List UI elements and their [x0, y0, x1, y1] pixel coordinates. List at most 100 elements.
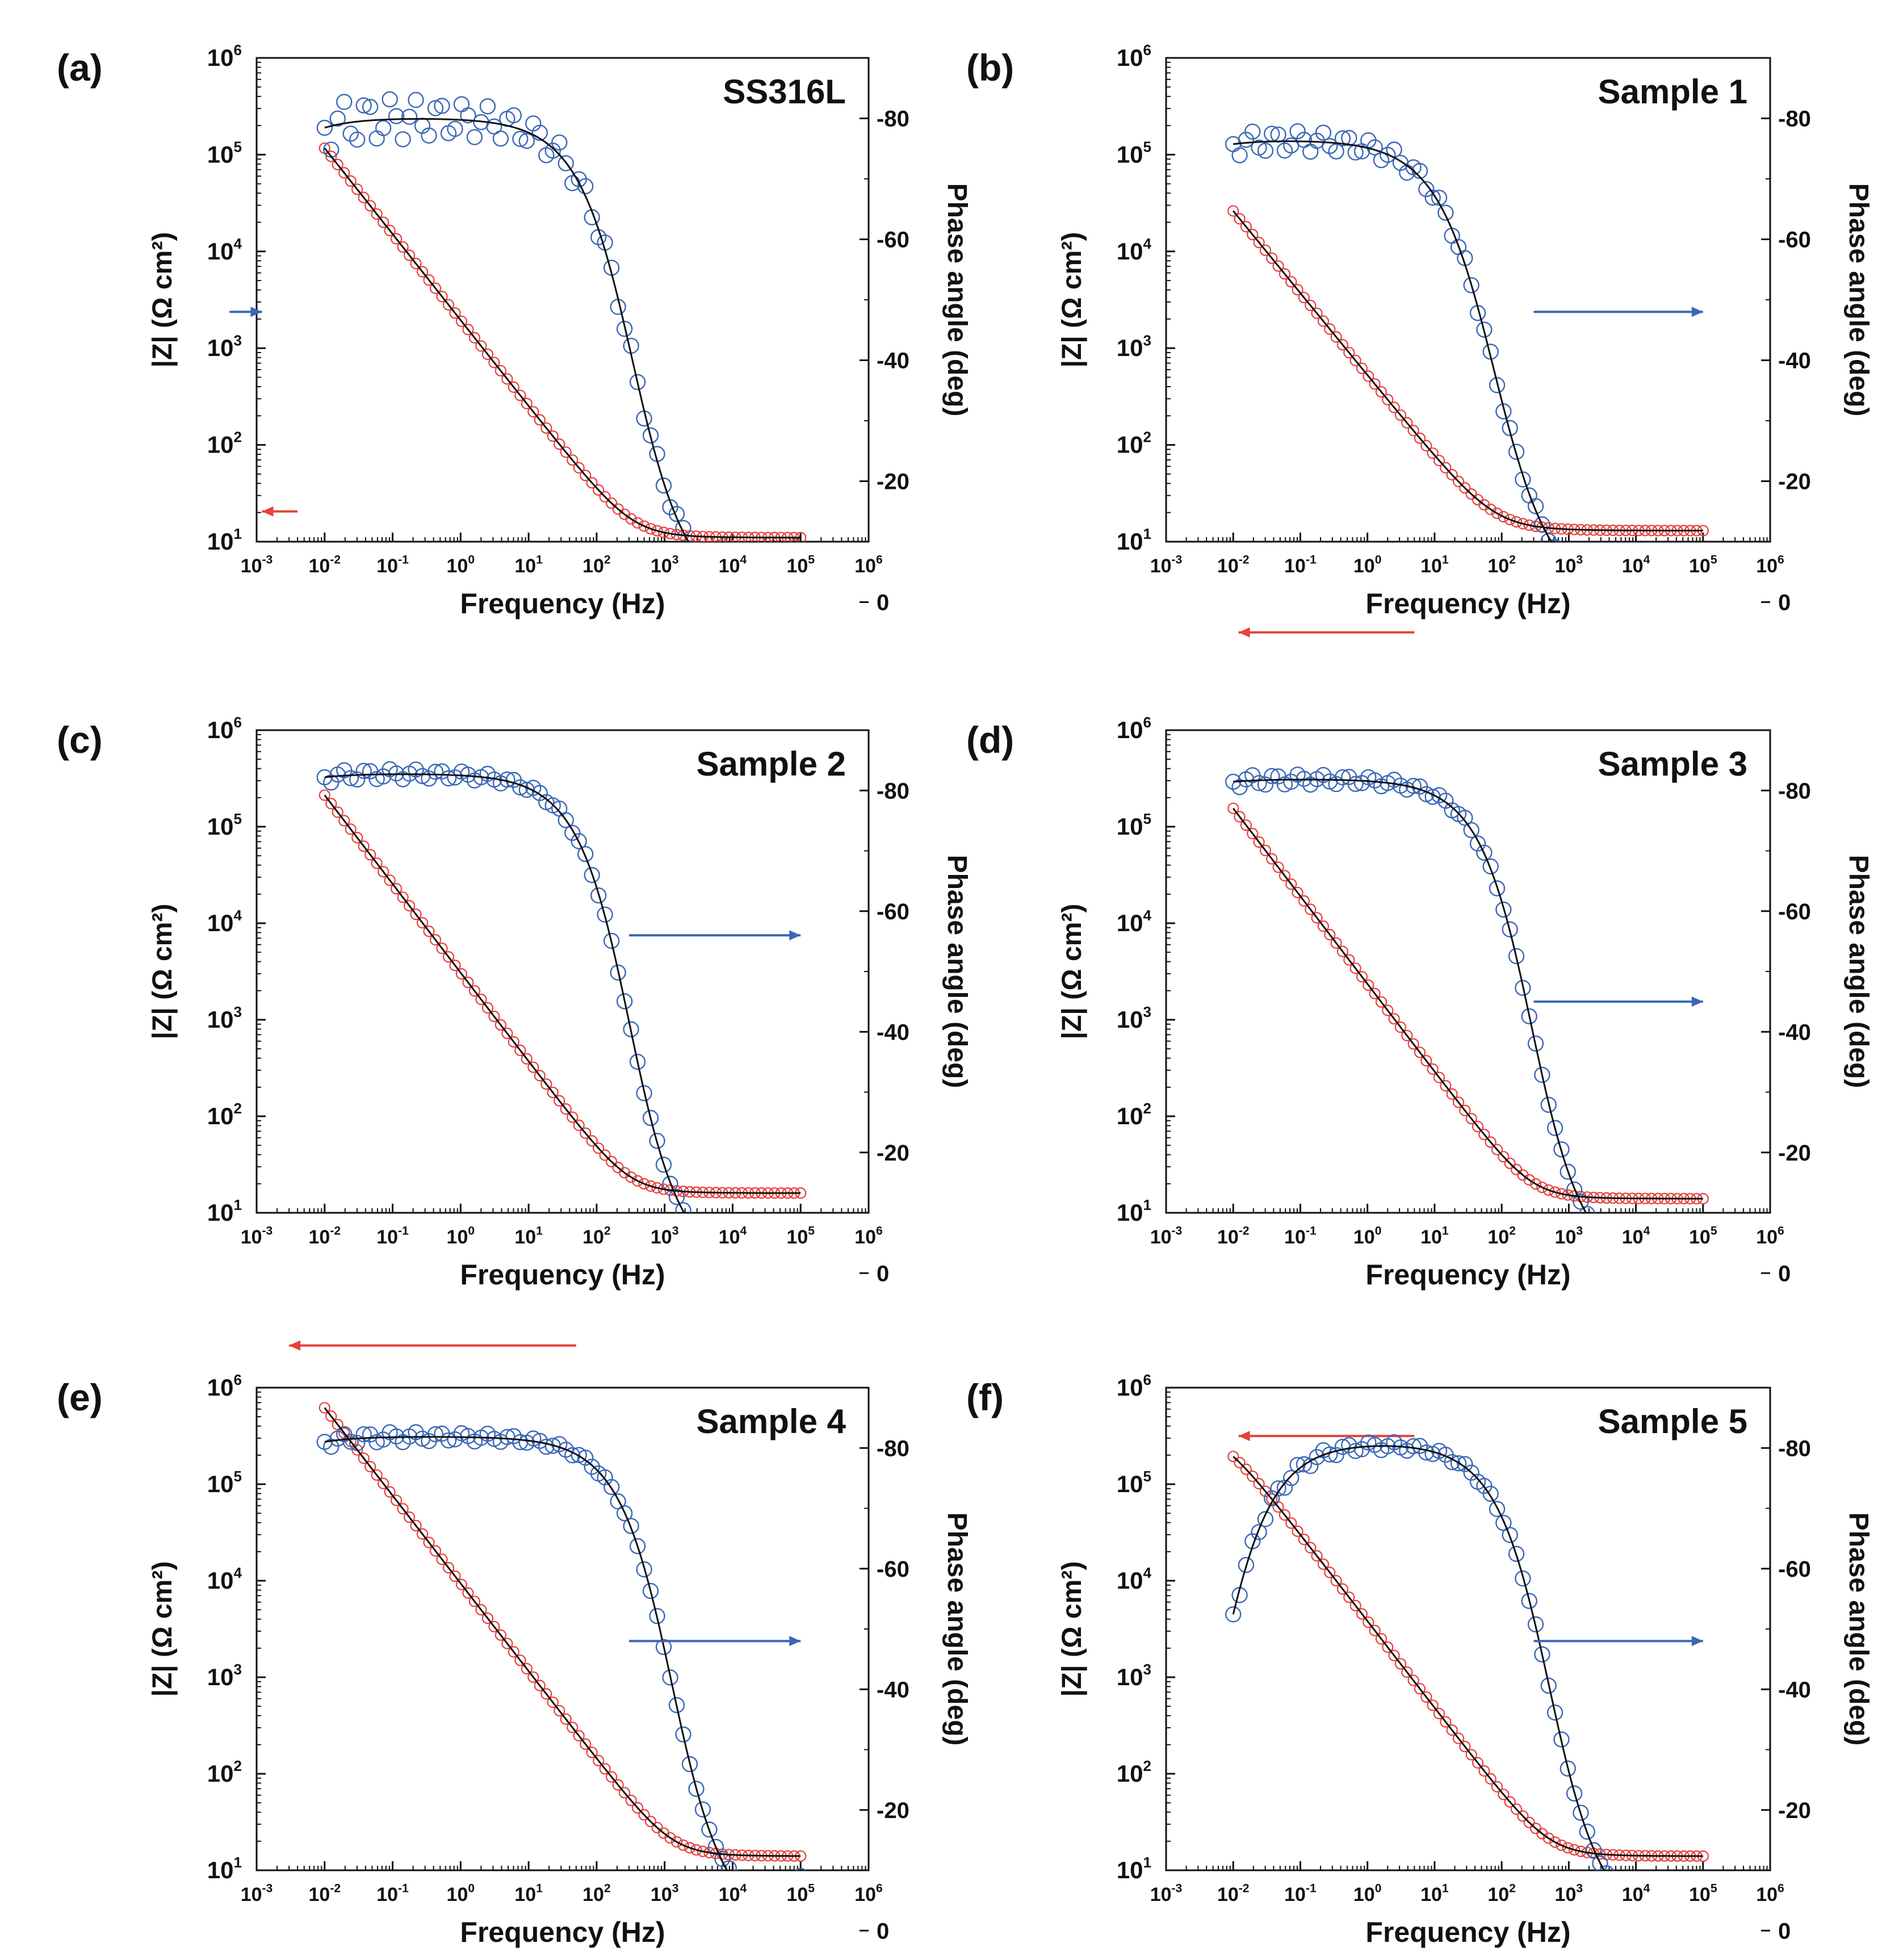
y-tick-label: 102 [207, 1100, 242, 1129]
modulus-point [651, 525, 663, 537]
x-tick-label: 101 [514, 554, 543, 577]
x-tick-label: 101 [514, 1225, 543, 1248]
modulus-point [508, 381, 519, 393]
x-tick-label: 102 [1487, 554, 1516, 577]
y2-tick-label: -40 [1778, 1020, 1811, 1045]
phase-point [1619, 588, 1633, 602]
y-tick-label: 103 [1117, 1661, 1151, 1690]
modulus-point [606, 497, 618, 509]
modulus-point [442, 951, 455, 963]
phase-point [382, 91, 398, 108]
phase-point [1502, 420, 1518, 437]
modulus-point [1517, 518, 1529, 530]
y-axis-title: |Z| (Ω cm²) [1057, 1561, 1087, 1697]
x-tick-label: 102 [1487, 1882, 1516, 1905]
modulus-point [1446, 1724, 1458, 1736]
phase-point [460, 107, 476, 124]
modulus-point [1427, 1699, 1439, 1711]
modulus-fit-line [324, 1407, 801, 1857]
phase-point [1573, 1804, 1589, 1821]
phase-point [1315, 767, 1332, 784]
modulus-point [625, 513, 637, 525]
modulus-point [1343, 346, 1355, 359]
modulus-point [657, 526, 670, 538]
y2-axis-title: Phase angle (deg) [1843, 855, 1873, 1088]
y-tick-label: 106 [207, 714, 242, 743]
annotation-arrowhead [1691, 996, 1703, 1007]
phase-point [1476, 844, 1493, 861]
modulus-point [1420, 439, 1432, 452]
phase-point [642, 1109, 659, 1126]
x-tick-label: 101 [1420, 1882, 1449, 1905]
y-tick-label: 103 [207, 332, 242, 361]
x-tick-label: 10-2 [1217, 1882, 1250, 1905]
phase-point [1560, 1163, 1576, 1180]
phase-point [1592, 581, 1607, 596]
phase-point [754, 1884, 769, 1899]
modulus-fit-line [1233, 1456, 1703, 1857]
x-tick-label: 106 [854, 554, 883, 577]
modulus-point [560, 446, 572, 458]
modulus-point [338, 167, 350, 179]
modulus-point [1523, 1174, 1535, 1186]
phase-point [531, 124, 548, 141]
phase-point [767, 1262, 782, 1276]
modulus-point [1317, 1558, 1330, 1570]
modulus-point [1279, 1509, 1291, 1521]
y-tick-label: 102 [1117, 1100, 1151, 1129]
x-tick-label: 102 [1487, 1225, 1516, 1248]
x-tick-label: 10-3 [241, 1225, 273, 1248]
modulus-point [540, 1688, 552, 1700]
modulus-point [410, 258, 422, 270]
phase-point [1373, 152, 1390, 169]
y2-tick-label: -20 [1778, 470, 1811, 495]
modulus-point [325, 798, 337, 810]
phase-point [1579, 1823, 1595, 1840]
phase-point [1644, 1897, 1659, 1912]
modulus-point [1562, 1842, 1574, 1854]
modulus-fit-line [1233, 807, 1703, 1200]
panel-a: 10-3 10-2 10-1 100 101 102 103 104 105 106 101 102 1… [57, 41, 972, 619]
modulus-point [1298, 895, 1310, 907]
y2-tick-label: -40 [877, 349, 909, 374]
x-tick-label: 106 [1756, 1882, 1784, 1905]
modulus-point [1394, 409, 1407, 421]
phase-fit-line [1232, 1445, 1606, 1870]
x-tick-label: 104 [719, 1882, 747, 1905]
modulus-point [391, 883, 403, 895]
modulus-point [1536, 1182, 1548, 1193]
modulus-point [378, 866, 389, 878]
modulus-point [1420, 1691, 1432, 1703]
phase-fit-line [1233, 778, 1587, 1213]
y-tick-label: 104 [1117, 907, 1152, 936]
phase-point [1315, 124, 1332, 141]
phase-point [1328, 143, 1344, 160]
phase-point [1251, 775, 1267, 791]
modulus-point [1317, 315, 1330, 327]
modulus-point [423, 1536, 435, 1548]
phase-point [662, 1669, 678, 1686]
phase-point [342, 770, 359, 786]
x-tick-label: 106 [854, 1882, 883, 1905]
modulus-point [606, 1155, 618, 1168]
phase-point [616, 993, 633, 1010]
phase-point [774, 1263, 789, 1278]
y-axis-title: |Z| (Ω cm²) [148, 904, 178, 1040]
modulus-point [1292, 1525, 1303, 1537]
y2-tick-label: -80 [1778, 107, 1811, 132]
x-tick-label: 10-1 [1284, 1882, 1317, 1905]
modulus-point [442, 299, 455, 311]
modulus-point [554, 1704, 565, 1717]
phase-point [1515, 979, 1531, 996]
modulus-point [455, 1578, 468, 1590]
modulus-point [1407, 1038, 1419, 1050]
phase-point [688, 1781, 705, 1797]
modulus-point [1465, 1749, 1477, 1761]
y-axis-title: |Z| (Ω cm²) [1057, 904, 1087, 1040]
modulus-point [442, 1561, 455, 1574]
modulus-point [534, 1680, 546, 1691]
phase-point [1521, 1593, 1537, 1609]
modulus-point [599, 1763, 611, 1775]
modulus-point [462, 977, 474, 989]
